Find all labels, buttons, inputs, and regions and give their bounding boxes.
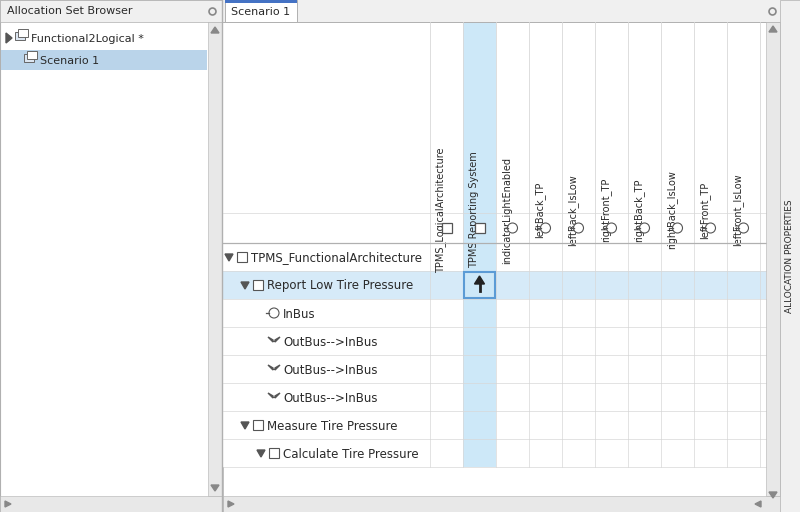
Bar [24, 54, 34, 62]
Circle shape [606, 223, 617, 233]
Bar [464, 272, 495, 298]
Bar [269, 448, 279, 458]
Bar [223, 327, 766, 355]
Text: TPMS_LogicalArchitecture: TPMS_LogicalArchitecture [435, 147, 446, 273]
Polygon shape [5, 501, 11, 507]
Text: Report Low Tire Pressure: Report Low Tire Pressure [267, 280, 414, 292]
Bar [442, 223, 451, 233]
Bar [223, 411, 766, 439]
Polygon shape [275, 393, 280, 398]
Bar [0, 0, 222, 22]
Text: leftFront_IsLow: leftFront_IsLow [733, 174, 743, 246]
Bar [253, 280, 263, 290]
Text: Calculate Tire Pressure: Calculate Tire Pressure [283, 447, 418, 460]
Text: Scenario 1: Scenario 1 [40, 56, 99, 66]
Polygon shape [268, 393, 273, 398]
Text: Measure Tire Pressure: Measure Tire Pressure [267, 419, 398, 433]
Text: rightFront_TP: rightFront_TP [601, 178, 611, 242]
Bar [474, 223, 485, 233]
Text: leftFront_TP: leftFront_TP [699, 181, 710, 239]
Polygon shape [225, 254, 233, 261]
Polygon shape [275, 337, 280, 342]
Bar [463, 383, 496, 411]
Bar [223, 243, 766, 271]
Bar [223, 271, 766, 299]
Text: TPMS_FunctionalArchitecture: TPMS_FunctionalArchitecture [251, 251, 422, 265]
Circle shape [738, 223, 749, 233]
Polygon shape [228, 501, 234, 507]
Polygon shape [268, 365, 273, 370]
Text: indicatorLightEnabled: indicatorLightEnabled [502, 157, 513, 264]
Bar [223, 439, 766, 467]
Bar [237, 252, 247, 262]
Polygon shape [755, 501, 761, 507]
Bar [463, 355, 496, 383]
Bar [0, 0, 222, 512]
Bar [225, 0, 297, 22]
Bar [15, 32, 25, 40]
Text: Allocation Set Browser: Allocation Set Browser [7, 6, 133, 16]
Circle shape [706, 223, 715, 233]
Polygon shape [6, 33, 12, 43]
Bar [780, 0, 800, 512]
Bar [27, 51, 37, 59]
Bar [223, 496, 800, 512]
Polygon shape [474, 276, 485, 284]
Bar [463, 439, 496, 467]
Bar [463, 299, 496, 327]
Text: OutBus-->InBus: OutBus-->InBus [283, 392, 378, 404]
Polygon shape [257, 450, 265, 457]
Bar [223, 299, 766, 327]
Text: ALLOCATION PROPERTIES: ALLOCATION PROPERTIES [786, 199, 794, 313]
Circle shape [639, 223, 650, 233]
Bar [463, 243, 496, 271]
Polygon shape [268, 337, 273, 342]
Text: InBus: InBus [283, 308, 316, 321]
Bar [223, 355, 766, 383]
Bar [225, 0, 297, 3]
Bar [1, 50, 207, 70]
Text: rightBack_IsLow: rightBack_IsLow [666, 170, 678, 249]
Text: TPMS Reporting System: TPMS Reporting System [470, 152, 479, 268]
Polygon shape [211, 27, 219, 33]
Bar [208, 22, 222, 496]
Text: leftBack_TP: leftBack_TP [534, 182, 546, 238]
Circle shape [574, 223, 583, 233]
Bar [253, 420, 263, 430]
Bar [223, 383, 766, 411]
Bar [463, 411, 496, 439]
Polygon shape [769, 26, 777, 32]
Bar [18, 29, 28, 37]
Text: leftBack_IsLow: leftBack_IsLow [567, 174, 578, 246]
Bar [223, 22, 766, 243]
Circle shape [541, 223, 550, 233]
Polygon shape [211, 485, 219, 491]
Bar [463, 327, 496, 355]
Text: OutBus-->InBus: OutBus-->InBus [283, 364, 378, 376]
Text: Scenario 1: Scenario 1 [231, 7, 290, 17]
Bar [766, 22, 780, 496]
Text: OutBus-->InBus: OutBus-->InBus [283, 335, 378, 349]
Polygon shape [275, 365, 280, 370]
Text: Functional2Logical *: Functional2Logical * [31, 34, 144, 44]
Circle shape [673, 223, 682, 233]
Bar [223, 0, 800, 22]
Bar [223, 0, 800, 512]
Polygon shape [241, 282, 249, 289]
Polygon shape [241, 422, 249, 429]
Bar [0, 496, 222, 512]
Text: rightBack_TP: rightBack_TP [634, 178, 645, 242]
Circle shape [507, 223, 518, 233]
Bar [463, 22, 496, 243]
Circle shape [269, 308, 279, 318]
Polygon shape [769, 492, 777, 498]
